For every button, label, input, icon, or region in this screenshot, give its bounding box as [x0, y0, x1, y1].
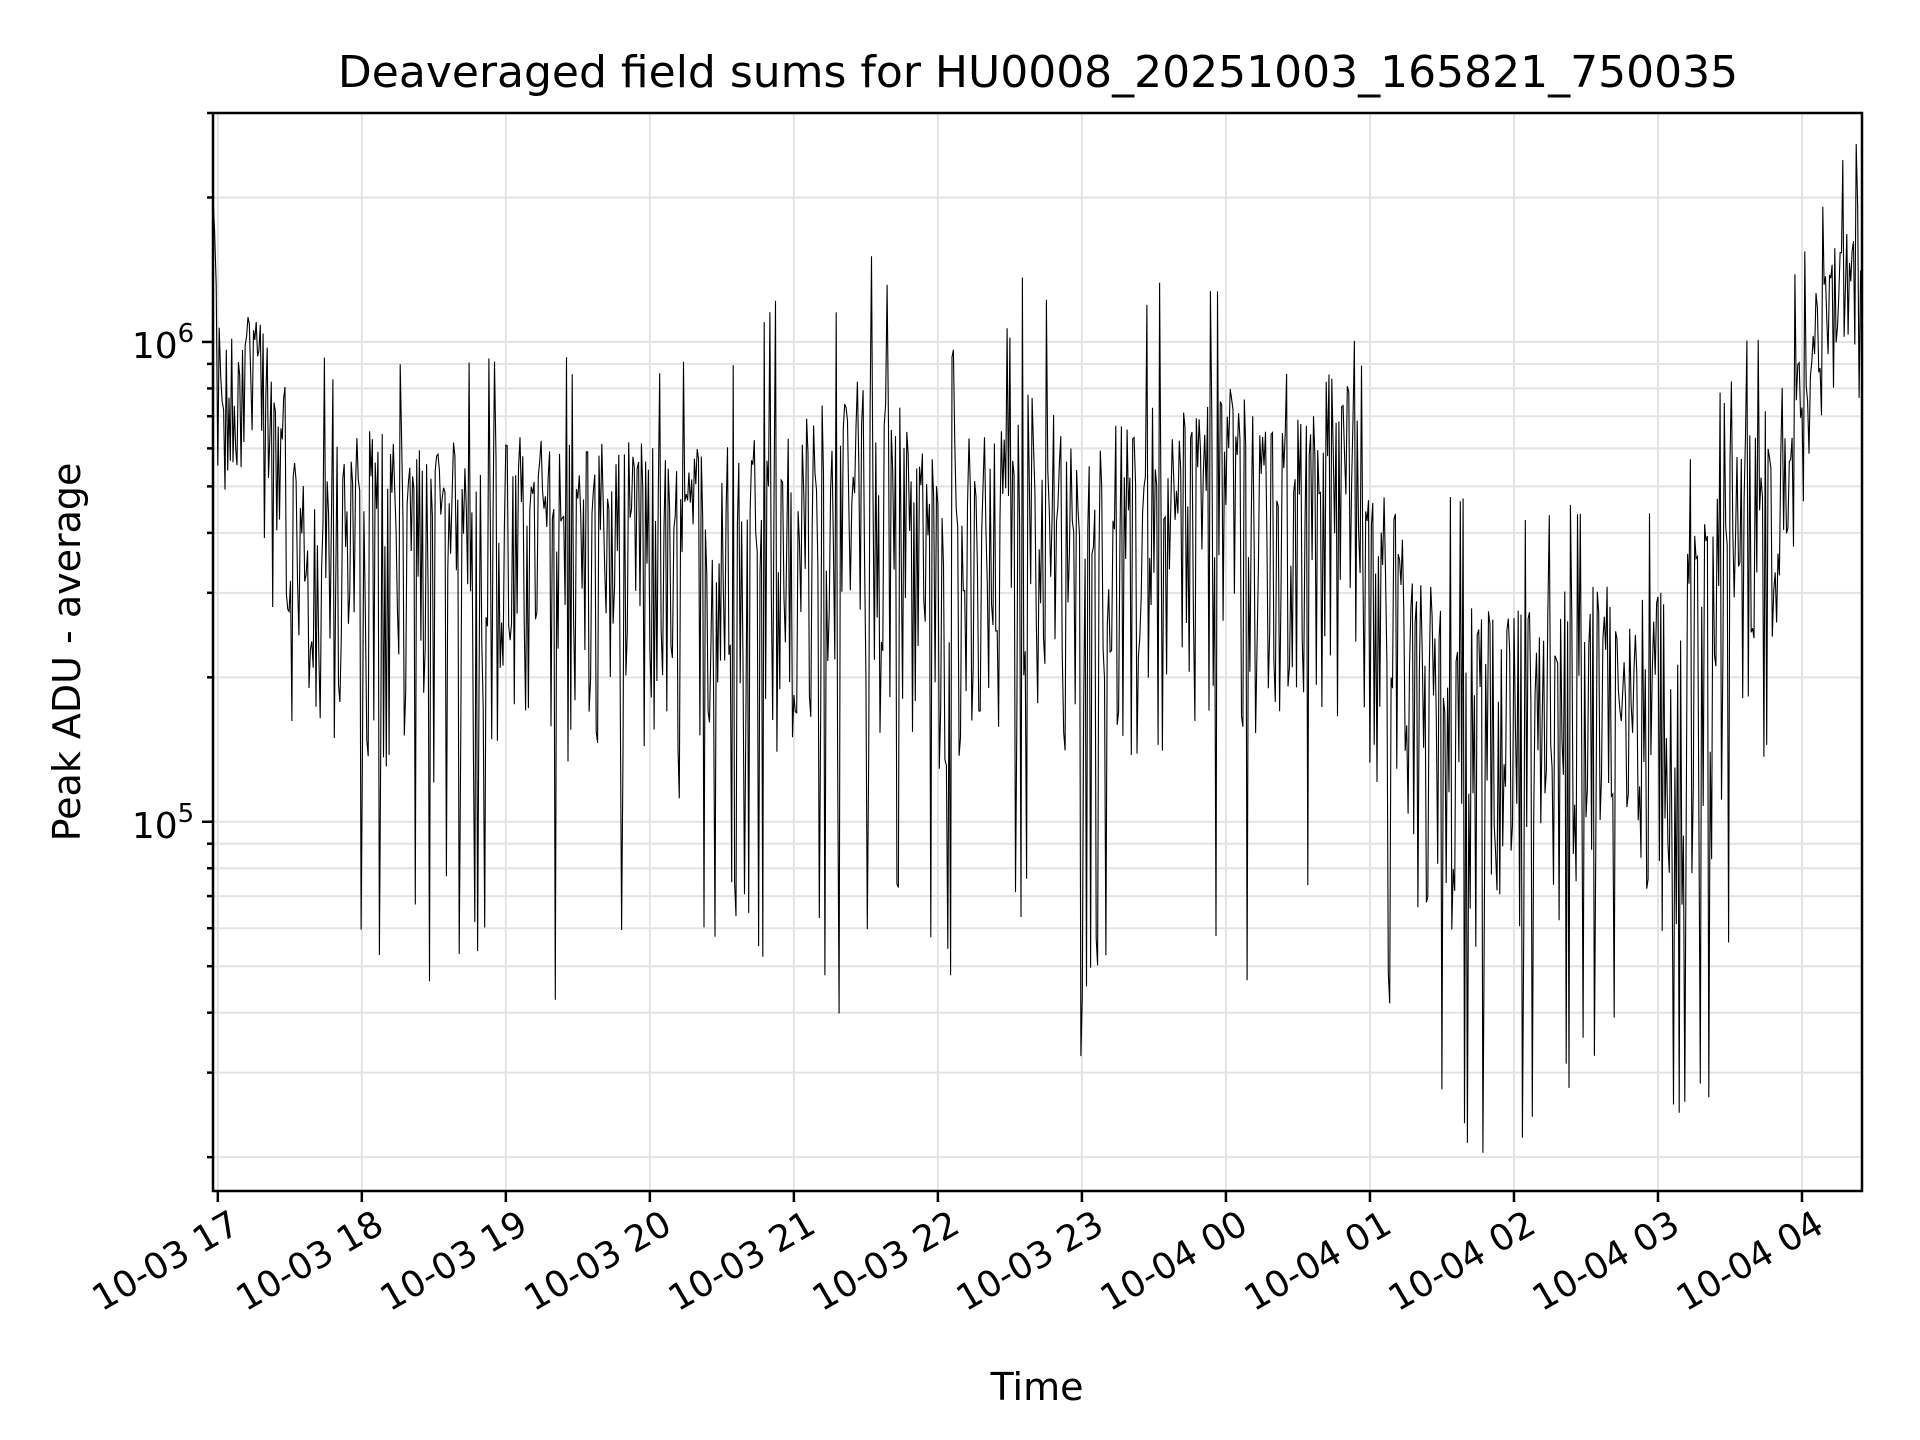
- x-tick-label: 10-03 20: [518, 1203, 679, 1319]
- x-tick-label: 10-03 19: [374, 1203, 535, 1319]
- plot-frame: [211, 111, 1864, 1193]
- y-tick-label: 105: [132, 799, 194, 847]
- y-axis: 105 106: [132, 111, 213, 1159]
- x-axis-label: Time: [990, 1365, 1084, 1409]
- x-tick-label: 10-03 21: [662, 1203, 823, 1319]
- y-tick-label: 106: [132, 319, 194, 367]
- x-tick-label: 10-03 22: [806, 1203, 967, 1319]
- x-tick-label: 10-03 17: [86, 1203, 247, 1319]
- x-tick-label: 10-03 23: [950, 1203, 1111, 1319]
- x-tick-label: 10-04 02: [1382, 1203, 1543, 1319]
- y-axis-label: Peak ADU - average: [45, 463, 89, 842]
- x-tick-label: 10-03 18: [230, 1203, 391, 1319]
- x-tick-label: 10-04 00: [1094, 1203, 1255, 1319]
- series-layer: [212, 143, 1863, 1153]
- grid: [213, 112, 1862, 1191]
- x-tick-label: 10-04 01: [1238, 1203, 1399, 1319]
- x-tick-label: 10-04 04: [1670, 1203, 1831, 1319]
- chart-title: Deaveraged field sums for HU0008_2025100…: [338, 47, 1738, 98]
- x-tick-label: 10-04 03: [1526, 1203, 1687, 1319]
- series-line: [212, 143, 1863, 1153]
